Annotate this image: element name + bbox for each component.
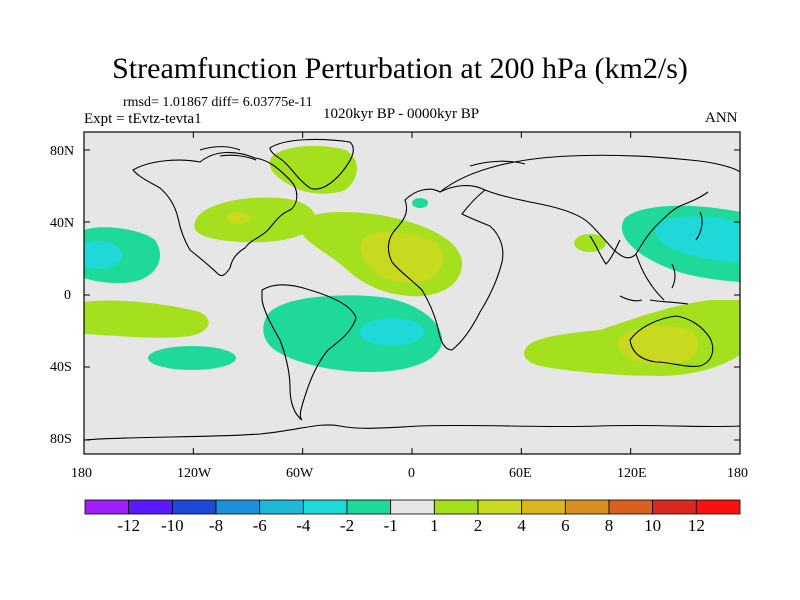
lon-tick-label: 60W bbox=[286, 466, 314, 481]
colorbar-swatch bbox=[433, 499, 479, 515]
anomaly-contour bbox=[194, 197, 316, 243]
lat-tick-label: 80S bbox=[50, 432, 72, 447]
coastline-islands bbox=[619, 211, 703, 305]
anomaly-contour bbox=[148, 346, 236, 370]
colorbar-swatch bbox=[346, 499, 392, 515]
anomaly-contour bbox=[84, 241, 122, 269]
colorbar-swatch bbox=[128, 499, 173, 515]
lat-tick-label: 40S bbox=[50, 360, 72, 375]
colorbar-swatch bbox=[84, 499, 130, 515]
anomaly-contour bbox=[412, 198, 428, 208]
period-label: 1020kyr BP - 0000kyr BP bbox=[323, 106, 480, 122]
anomaly-contour bbox=[263, 295, 443, 372]
colorbar-swatch bbox=[521, 499, 566, 515]
colorbar-swatch bbox=[390, 499, 435, 515]
anomaly-contour bbox=[226, 212, 250, 224]
lat-tick-label: 0 bbox=[64, 288, 71, 303]
anomaly-contour bbox=[574, 234, 606, 252]
tick-marks bbox=[83, 132, 741, 454]
season-label: ANN bbox=[705, 110, 738, 126]
lon-tick-label: 180 bbox=[727, 466, 748, 481]
colorbar-swatch bbox=[171, 499, 217, 515]
colorbar-swatch bbox=[695, 499, 741, 515]
lon-tick-label: 60E bbox=[509, 466, 532, 481]
coastline-asia bbox=[439, 154, 740, 259]
anomaly-contour bbox=[655, 216, 740, 262]
coastline-australia bbox=[629, 315, 714, 367]
coastline-south-america bbox=[261, 284, 357, 421]
coastline-greenland bbox=[269, 138, 354, 190]
anomaly-contour bbox=[360, 318, 424, 346]
colorbar-swatch bbox=[564, 499, 610, 515]
colorbar-swatch bbox=[477, 499, 523, 515]
anomaly-contour bbox=[84, 300, 209, 338]
colorbar bbox=[84, 499, 741, 515]
colorbar-swatch bbox=[302, 499, 348, 515]
lat-tick-label: 80N bbox=[50, 144, 75, 159]
lon-tick-label: 0 bbox=[408, 466, 415, 481]
coastline-north-america bbox=[132, 151, 298, 277]
coastline-india bbox=[589, 235, 665, 301]
coastlines bbox=[84, 138, 740, 441]
lat-tick-label: 40N bbox=[50, 216, 75, 231]
map-title: Streamfunction Perturbation at 200 hPa (… bbox=[112, 52, 688, 85]
colorbar-swatch bbox=[215, 499, 261, 515]
colorbar-swatch bbox=[259, 499, 304, 515]
coastline-antarctica bbox=[84, 424, 740, 441]
colorbar-swatch bbox=[608, 499, 654, 515]
anomaly-contour bbox=[360, 231, 444, 283]
contour-fields bbox=[84, 145, 740, 376]
experiment-label: Expt = tEvtz-tevta1 bbox=[84, 111, 202, 127]
colorbar-swatch bbox=[652, 499, 697, 515]
lon-tick-label: 120E bbox=[617, 466, 647, 481]
lon-tick-label: 180 bbox=[71, 466, 92, 481]
anomaly-contour bbox=[84, 227, 160, 284]
coastline-arctic-islands bbox=[199, 146, 526, 167]
stats-line: rmsd= 1.01867 diff= 6.03775e-11 bbox=[123, 95, 313, 110]
lon-tick-label: 120W bbox=[177, 466, 212, 481]
